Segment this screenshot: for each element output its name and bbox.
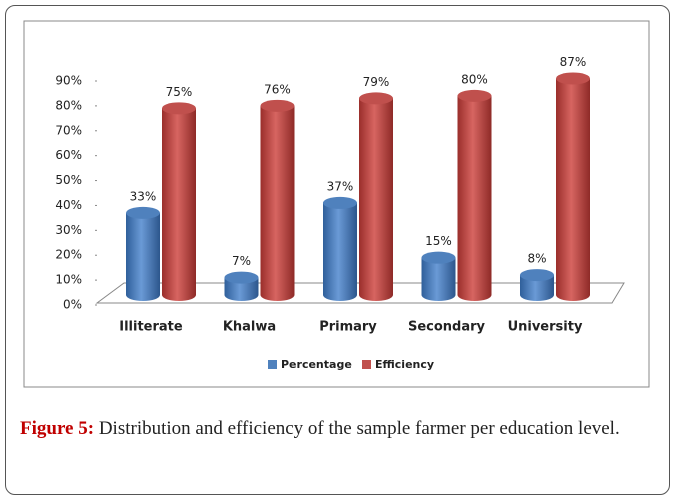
value-label: 80% [461, 72, 488, 86]
y-tick-label: 40% [55, 198, 82, 212]
legend-swatch [362, 360, 371, 369]
y-tick-label: 60% [55, 148, 82, 162]
x-tick-label: Primary [319, 320, 377, 335]
legend-label: Efficiency [375, 358, 434, 371]
bar-top [126, 206, 160, 219]
chart-border [23, 20, 650, 388]
legend-label: Percentage [281, 358, 352, 371]
x-tick-label: Khalwa [223, 320, 276, 335]
bar-top [224, 271, 259, 284]
bar-body [323, 202, 357, 295]
bar-bottom [126, 289, 160, 301]
bar [224, 271, 259, 301]
bar-top [260, 99, 295, 112]
bar-body [457, 95, 492, 295]
bar [421, 251, 456, 301]
chart: 0% 10% 20% 30% 40% 50% 60% 70% 80% 90% Illiterate 3… [23, 20, 650, 388]
bar-top [520, 269, 554, 282]
value-label: 79% [363, 75, 390, 89]
bar-top [421, 251, 456, 264]
bar-top [556, 72, 590, 85]
bar-bottom [520, 289, 554, 301]
caption-text: Distribution and efficiency of the sampl… [98, 418, 620, 439]
bar [520, 269, 554, 301]
value-label: 15% [425, 234, 452, 248]
bar-body [162, 108, 196, 295]
y-tick-label: 0% [63, 298, 82, 312]
bar-bottom [224, 289, 259, 301]
bar [323, 196, 357, 301]
bar [457, 89, 492, 301]
y-tick-label: 30% [55, 223, 82, 237]
x-tick-label: Secondary [408, 320, 486, 335]
caption: Figure 5: Distribution and efficiency of… [20, 412, 654, 445]
bar [359, 92, 393, 301]
bar-bottom [260, 289, 295, 301]
value-label: 75% [166, 85, 193, 99]
bar-body [126, 212, 160, 295]
bar-top [359, 92, 393, 105]
bar-body [556, 78, 590, 295]
y-tick-label: 50% [55, 173, 82, 187]
y-tick-label: 20% [55, 248, 82, 262]
y-tick-label: 90% [55, 74, 82, 88]
figure-frame [5, 5, 670, 495]
bar-top [323, 196, 357, 209]
bar-bottom [421, 289, 456, 301]
bar-bottom [323, 289, 357, 301]
bar-bottom [162, 289, 196, 301]
bar-bottom [556, 289, 590, 301]
x-tick-label: University [508, 320, 583, 335]
bar-bottom [359, 289, 393, 301]
y-tick-label: 80% [55, 98, 82, 112]
bar-top [162, 102, 196, 115]
bar [556, 72, 590, 301]
x-tick-label: Illiterate [119, 320, 183, 335]
y-tick-label: 10% [55, 273, 82, 287]
value-label: 7% [232, 254, 251, 268]
value-label: 33% [130, 189, 157, 203]
bar [162, 102, 196, 301]
value-label: 76% [264, 82, 291, 96]
bar-body [421, 257, 456, 295]
bar-body [260, 105, 295, 295]
value-label: 37% [327, 179, 354, 193]
bar-top [457, 89, 492, 102]
bar-bottom [457, 289, 492, 301]
value-label: 8% [527, 252, 546, 266]
legend-swatch [268, 360, 277, 369]
bar [260, 99, 295, 301]
bar [126, 206, 160, 301]
caption-label: Figure 5: [20, 418, 95, 439]
bar-body [359, 98, 393, 295]
value-label: 87% [560, 55, 587, 69]
y-tick-label: 70% [55, 123, 82, 137]
